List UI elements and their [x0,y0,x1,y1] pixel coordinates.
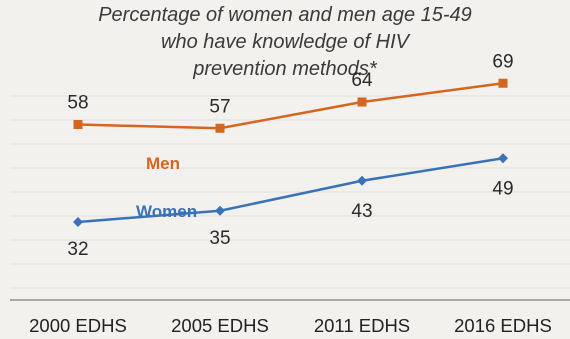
x-tick-label-3: 2011 EDHS [314,315,410,336]
men-value-label-4: 69 [492,51,513,72]
x-axis-ticks: 2000 EDHS 2005 EDHS 2011 EDHS 2016 EDHS [29,315,552,336]
men-marker-2 [216,124,225,133]
men-series-line [78,83,503,128]
women-value-label-1: 32 [67,239,88,260]
men-marker-4 [499,79,508,88]
chart-title-line-3: prevention methods* [192,58,378,80]
women-value-label-3: 43 [351,201,372,222]
men-series-label: Men [146,154,180,173]
women-series-label: Women [136,202,197,221]
women-marker-4 [498,153,508,163]
women-marker-3 [357,176,367,186]
x-tick-label-1: 2000 EDHS [29,315,127,336]
chart-title-line-2: who have knowledge of HIV [161,31,411,53]
men-marker-1 [74,120,83,129]
men-marker-3 [358,98,367,107]
men-value-label-3: 64 [351,70,373,91]
x-tick-label-4: 2016 EDHS [454,315,552,336]
women-value-label-4: 49 [492,178,513,199]
chart-title-line-1: Percentage of women and men age 15-49 [98,4,472,26]
women-marker-2 [215,206,225,216]
men-value-label-2: 57 [209,96,230,117]
women-value-label-2: 35 [209,228,230,249]
women-marker-1 [73,217,83,227]
men-value-label-1: 58 [67,93,88,114]
label-layer: 58 57 64 69 32 35 43 49 Men Women [67,51,513,260]
x-tick-label-2: 2005 EDHS [171,315,269,336]
